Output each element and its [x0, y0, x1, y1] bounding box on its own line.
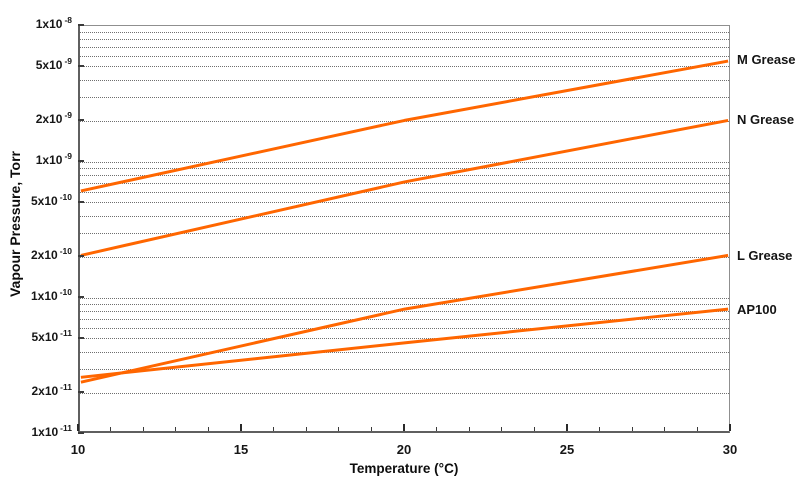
x-axis-minor-tick: [207, 427, 209, 431]
gridline: [80, 96, 729, 98]
x-axis-minor-tick: [436, 427, 438, 431]
y-tick-label: 2x10 -11: [31, 382, 72, 399]
x-axis-major-tick: [77, 424, 79, 431]
plot-area: [78, 25, 730, 433]
gridline: [80, 55, 729, 57]
gridline: [80, 392, 729, 394]
y-tick-label: 1x10 -8: [35, 15, 72, 31]
series-lines-layer: [80, 59, 729, 384]
x-axis-minor-tick: [696, 427, 698, 431]
y-axis-tick: [78, 296, 84, 298]
y-tick-label: 1x10 -11: [31, 423, 72, 439]
y-tick-label: 1x10 -9: [35, 151, 72, 167]
gridline: [80, 297, 729, 299]
gridline: [80, 338, 729, 340]
x-axis-major-tick: [240, 424, 242, 431]
y-tick-label: 1x10 -10: [31, 287, 72, 303]
gridline: [80, 38, 729, 40]
series-line-n-grease: [80, 118, 729, 257]
gridline: [80, 191, 729, 193]
gridline: [80, 202, 729, 204]
y-axis-tick: [78, 160, 84, 162]
series-end-label-l-grease: L Grease: [737, 248, 793, 264]
x-axis-major-tick: [566, 424, 568, 431]
x-axis-minor-tick: [631, 427, 633, 431]
x-tick-label: 30: [722, 442, 738, 457]
y-axis-tick: [78, 432, 84, 434]
gridline: [80, 318, 729, 320]
x-axis-minor-tick: [533, 427, 535, 431]
gridline: [80, 66, 729, 68]
gridline: [80, 167, 729, 169]
y-axis-tick: [78, 24, 84, 26]
series-end-label-n-grease: N Grease: [737, 112, 795, 128]
series-line-l-grease: [80, 253, 729, 384]
gridline: [80, 351, 729, 353]
y-tick-label: 5x10 -9: [35, 55, 72, 72]
y-axis-title: Vapour Pressure, Torr: [7, 150, 23, 298]
x-tick-label: 10: [70, 442, 86, 457]
x-axis-major-tick: [729, 424, 731, 431]
x-axis-minor-tick: [305, 427, 307, 431]
y-axis-tick: [78, 119, 84, 122]
gridline: [80, 232, 729, 234]
gridline: [80, 79, 729, 81]
x-axis-minor-tick: [338, 427, 340, 431]
x-axis-minor-tick: [142, 427, 144, 431]
x-tick-label: 20: [396, 442, 412, 457]
x-axis-minor-tick: [664, 427, 666, 431]
x-tick-label: 25: [559, 442, 575, 457]
series-line-ap100: [80, 307, 729, 379]
x-axis-minor-tick: [370, 427, 372, 431]
gridline: [80, 303, 729, 305]
series-end-label-ap100: AP100: [737, 302, 777, 318]
series-line-m-grease: [80, 59, 729, 193]
y-tick-label: 5x10 -11: [31, 327, 72, 344]
gridline: [80, 46, 729, 48]
x-axis-minor-tick: [110, 427, 112, 431]
gridline: [80, 215, 729, 217]
gridline: [80, 256, 729, 258]
series-end-label-m-grease: M Grease: [737, 52, 796, 68]
gridline: [80, 174, 729, 176]
y-axis-tick: [78, 336, 84, 339]
y-axis-tick: [78, 200, 84, 203]
x-axis-minor-tick: [501, 427, 503, 431]
x-axis-minor-tick: [599, 427, 601, 431]
y-axis-tick: [78, 255, 84, 258]
y-tick-label: 5x10 -10: [31, 191, 72, 208]
y-axis-tick: [78, 391, 84, 394]
x-axis-major-tick: [403, 424, 405, 431]
x-axis-minor-tick: [468, 427, 470, 431]
gridline: [80, 161, 729, 163]
gridline: [80, 327, 729, 329]
gridline: [80, 31, 729, 33]
x-axis-minor-tick: [175, 427, 177, 431]
y-tick-label: 2x10 -10: [31, 246, 72, 263]
y-tick-label: 2x10 -9: [35, 110, 72, 127]
gridline: [80, 310, 729, 312]
x-axis-minor-tick: [273, 427, 275, 431]
y-axis-tick: [78, 64, 84, 67]
x-axis-title: Temperature (°C): [349, 461, 459, 476]
x-tick-label: 15: [233, 442, 249, 457]
gridline: [80, 368, 729, 370]
